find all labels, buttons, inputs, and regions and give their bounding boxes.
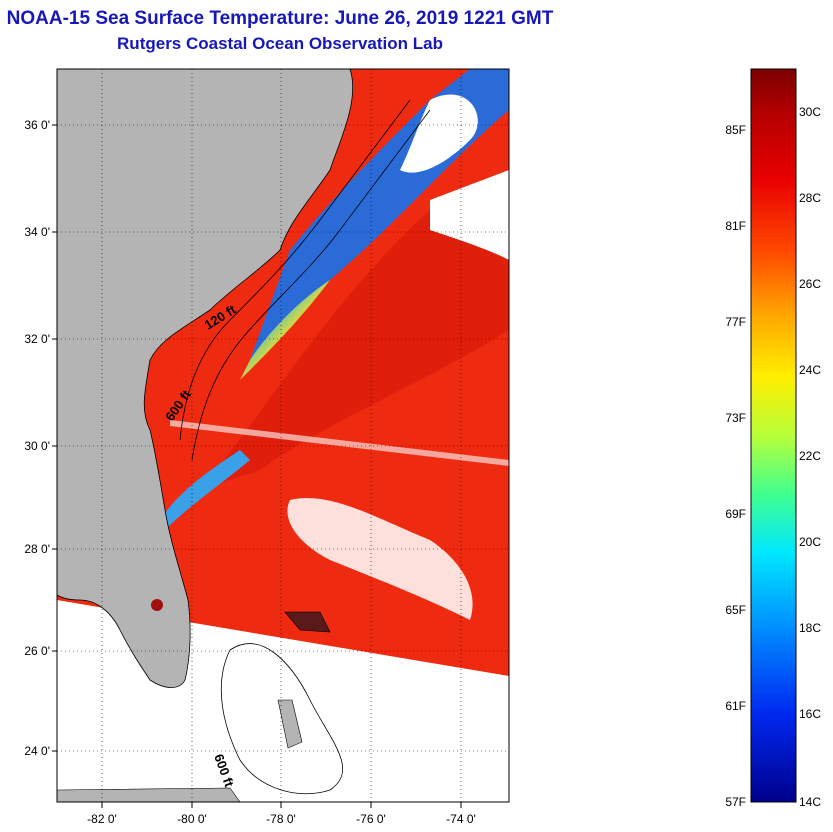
land-bahamas-b (277, 699, 303, 749)
f-label: 65F (725, 603, 746, 617)
lon-label: -78 0' (266, 812, 296, 826)
lat-label: 34 0' (24, 225, 50, 239)
contour-120ft (179, 99, 411, 441)
land-bahamas-a (284, 611, 331, 633)
color-bar (750, 68, 797, 803)
f-label: 77F (725, 315, 746, 329)
latitude-axis: 36 0' 34 0' 32 0' 30 0' 28 0' 26 0' 24 0… (24, 118, 50, 758)
lat-label: 28 0' (24, 542, 50, 556)
map-subtitle: Rutgers Coastal Ocean Observation Lab (117, 34, 443, 53)
colorbar-c-labels: 30C 28C 26C 24C 22C 20C 18C 16C 14C (799, 105, 821, 809)
cloud-southeast (287, 498, 473, 620)
shelf-south (160, 450, 250, 530)
colorbar-f-labels: 85F 81F 77F 73F 69F 65F 61F 57F (725, 123, 746, 809)
gulf-stream (200, 180, 509, 490)
c-label: 24C (799, 363, 821, 377)
c-label: 18C (799, 621, 821, 635)
graticule (57, 69, 509, 802)
f-label: 73F (725, 411, 746, 425)
lon-label: -76 0' (356, 812, 386, 826)
axis-ticks (52, 124, 462, 808)
f-label: 85F (725, 123, 746, 137)
cloud-line (170, 420, 509, 466)
cloud-east (430, 170, 509, 260)
lat-label: 24 0' (24, 744, 50, 758)
c-label: 26C (799, 277, 821, 291)
f-label: 61F (725, 699, 746, 713)
f-label: 57F (725, 795, 746, 809)
lat-label: 26 0' (24, 644, 50, 658)
c-label: 22C (799, 449, 821, 463)
lake-okeechobee (151, 599, 163, 611)
lon-label: -80 0' (177, 812, 207, 826)
f-label: 69F (725, 507, 746, 521)
c-label: 16C (799, 707, 821, 721)
lat-label: 30 0' (24, 439, 50, 453)
cloud-northeast (400, 94, 478, 173)
sst-map[interactable] (57, 69, 509, 802)
contour-bahamas (220, 643, 343, 795)
lon-label: -74 0' (446, 812, 476, 826)
shelf-front (240, 280, 330, 380)
map-title: NOAA-15 Sea Surface Temperature: June 26… (6, 8, 554, 29)
longitude-axis: -82 0' -80 0' -78 0' -76 0' -74 0' (87, 812, 476, 826)
map-frame (56, 68, 510, 803)
land-us-coast (57, 69, 354, 688)
f-label: 81F (725, 219, 746, 233)
c-label: 28C (799, 191, 821, 205)
contour-600ft (191, 109, 431, 461)
lon-label: -82 0' (87, 812, 117, 826)
lat-label: 36 0' (24, 118, 50, 132)
c-label: 30C (799, 105, 821, 119)
land-cuba (57, 787, 241, 802)
c-label: 14C (799, 795, 821, 809)
c-label: 20C (799, 535, 821, 549)
lat-label: 32 0' (24, 332, 50, 346)
